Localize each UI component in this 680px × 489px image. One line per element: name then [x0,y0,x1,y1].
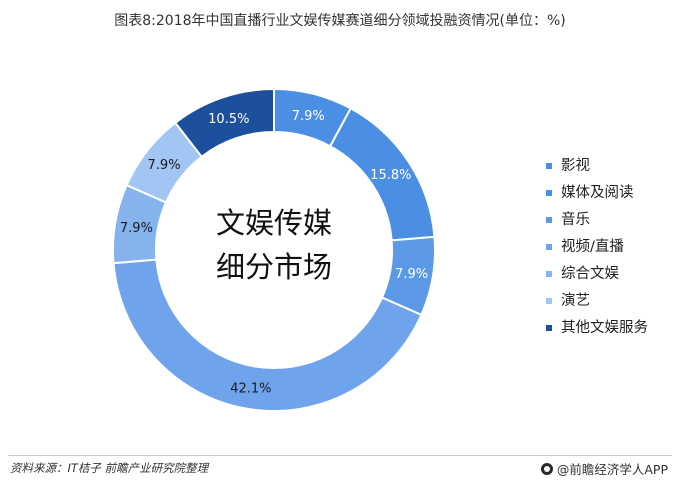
legend-label-0: 影视 [561,158,590,174]
donut-slices [112,87,436,412]
source-note: 资料来源：IT桔子 前瞻产业研究院整理 [10,461,209,475]
donut-slice-labels: 7.9% 15.8% 7.9% 42.1% 7.9% 7.9% 10.5% [120,109,428,397]
slice-value-label-1: 15.8% [370,168,411,183]
legend-item-5: 演艺 [546,291,648,318]
legend-label-6: 其他文娱服务 [561,320,648,336]
legend-swatch-5 [546,298,552,304]
legend-label-3: 视频/直播 [561,239,624,255]
legend-label-1: 媒体及阅读 [561,185,634,201]
legend-label-2: 音乐 [561,212,590,228]
brand-logo-icon [540,462,553,475]
legend: 影视媒体及阅读音乐视频/直播综合文娱演艺其他文娱服务 [546,156,648,345]
legend-item-0: 影视 [546,156,648,183]
legend-item-3: 视频/直播 [546,237,648,264]
donut-slice-3 [112,258,423,412]
legend-label-5: 演艺 [561,293,590,309]
chart-title: 图表8:2018年中国直播行业文娱传媒赛道细分领域投融资情况(单位：%) [114,13,566,29]
donut-slice-6 [173,87,275,159]
center-label-line-2: 细分市场 [216,250,332,284]
legend-swatch-2 [546,217,552,223]
slice-value-label-6: 10.5% [208,112,249,127]
slice-value-label-5: 7.9% [148,158,181,173]
legend-item-2: 音乐 [546,210,648,237]
brand-text: @前瞻经济学人APP [556,462,668,477]
legend-swatch-3 [546,244,552,250]
legend-swatch-6 [546,325,552,331]
slice-value-label-4: 7.9% [120,221,153,236]
slice-value-label-0: 7.9% [292,109,325,124]
slice-value-label-2: 7.9% [395,267,428,282]
legend-item-1: 媒体及阅读 [546,183,648,210]
legend-label-4: 综合文娱 [561,266,619,282]
legend-swatch-1 [546,190,552,196]
brand-credit: @前瞻经济学人APP [540,459,668,478]
slice-value-label-3: 42.1% [230,382,271,397]
legend-swatch-0 [546,163,552,169]
footer-divider [8,455,672,456]
center-label-line-1: 文娱传媒 [216,206,332,240]
legend-item-6: 其他文娱服务 [546,318,648,345]
legend-swatch-4 [546,271,552,277]
legend-item-4: 综合文娱 [546,264,648,291]
